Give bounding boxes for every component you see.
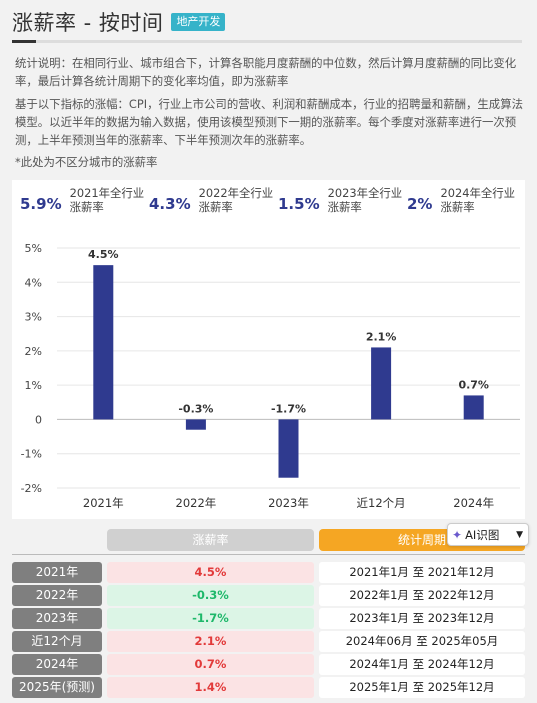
table-divider — [12, 554, 525, 555]
x-tick-label: 2023年 — [268, 496, 309, 510]
chevron-down-icon: ▼ — [516, 529, 523, 540]
table-row: 近12个月 2.1% 2024年06月 至 2025年05月 — [12, 631, 525, 652]
ai-recognize-button[interactable]: ✦ AI识图 ▼ — [447, 523, 529, 546]
bar — [185, 419, 206, 430]
summary-item: 5.9% 2021年全行业 涨薪率 — [20, 186, 144, 226]
row-rate: 4.5% — [107, 562, 314, 583]
row-year: 近12个月 — [12, 631, 102, 652]
row-period: 2024年06月 至 2025年05月 — [319, 631, 525, 652]
data-label: 2.1% — [366, 330, 397, 343]
row-rate: -1.7% — [107, 608, 314, 629]
data-label: 4.5% — [88, 248, 119, 261]
summary-item: 4.3% 2022年全行业 涨薪率 — [149, 186, 273, 226]
table-row: 2023年 -1.7% 2023年1月 至 2023年12月 — [12, 608, 525, 629]
row-year: 2023年 — [12, 608, 102, 629]
row-year: 2022年 — [12, 585, 102, 606]
bar — [371, 347, 392, 420]
bar — [93, 265, 114, 420]
summary-label: 2024年全行业 — [440, 186, 516, 200]
summary-label: 涨薪率 — [69, 200, 104, 214]
row-rate: 2.1% — [107, 631, 314, 652]
bar — [463, 395, 484, 420]
row-year: 2021年 — [12, 562, 102, 583]
row-rate: 0.7% — [107, 654, 314, 675]
x-tick-label: 2022年 — [176, 496, 217, 510]
summary-value: 4.3% — [149, 195, 191, 213]
sparkle-icon: ✦ — [452, 527, 463, 542]
y-tick-label: 5% — [25, 242, 42, 255]
table-row: 2022年 -0.3% 2022年1月 至 2022年12月 — [12, 585, 525, 606]
title-underline-active — [12, 40, 36, 43]
y-tick-label: 1% — [25, 379, 42, 392]
summary-label: 涨薪率 — [198, 200, 233, 214]
row-rate: -0.3% — [107, 585, 314, 606]
row-year: 2025年(预测) — [12, 677, 102, 698]
title-underline — [12, 40, 522, 43]
x-tick-label: 2021年 — [83, 496, 124, 510]
row-period: 2025年1月 至 2025年12月 — [319, 677, 525, 698]
row-year: 2024年 — [12, 654, 102, 675]
methodology-text: 基于以下指标的涨幅：CPI，行业上市公司的营收、利润和薪酬成本，行业的招聘量和薪… — [15, 97, 523, 147]
summary-label: 涨薪率 — [327, 200, 362, 214]
industry-tag[interactable]: 地产开发 — [171, 13, 226, 31]
table-row: 2024年 0.7% 2024年1月 至 2024年12月 — [12, 654, 525, 675]
row-period: 2022年1月 至 2022年12月 — [319, 585, 525, 606]
data-label: 0.7% — [458, 378, 489, 391]
y-tick-label: 4% — [25, 276, 42, 289]
column-header-rate: 涨薪率 — [107, 529, 314, 551]
x-tick-label: 2024年 — [453, 496, 494, 510]
ai-button-label: AI识图 — [465, 527, 500, 542]
summary-value: 1.5% — [278, 195, 320, 213]
summary-item: 2% 2024年全行业 涨薪率 — [407, 186, 515, 226]
bar — [278, 419, 299, 478]
table-row: 2021年 4.5% 2021年1月 至 2021年12月 — [12, 562, 525, 583]
data-label: -1.7% — [271, 402, 306, 415]
page-header: 涨薪率 - 按时间 地产开发 — [12, 6, 525, 38]
summary-value: 2% — [407, 195, 433, 213]
row-period: 2023年1月 至 2023年12月 — [319, 608, 525, 629]
y-tick-label: -2% — [21, 482, 42, 495]
row-period: 2021年1月 至 2021年12月 — [319, 562, 525, 583]
x-tick-label: 近12个月 — [357, 496, 406, 510]
salary-growth-bar-chart: 5% 4% 3% 2% 1% 0 -1% -2% 4.5% 2021年 -0.3% 2022年 -1.7… — [21, 242, 520, 510]
row-rate: 1.4% — [107, 677, 314, 698]
summary-item: 1.5% 2023年全行业 涨薪率 — [278, 186, 402, 226]
summary-label: 2021年全行业 — [69, 186, 145, 200]
y-tick-label: 3% — [25, 311, 42, 324]
note-text: *此处为不区分城市的涨薪率 — [15, 155, 158, 169]
table-row: 2025年(预测) 1.4% 2025年1月 至 2025年12月 — [12, 677, 525, 698]
page-title: 涨薪率 - 按时间 — [12, 11, 164, 35]
description-text: 统计说明：在相同行业、城市组合下，计算各职能月度薪酬的中位数，然后计算月度薪酬的… — [15, 56, 517, 88]
summary-label: 2022年全行业 — [198, 186, 274, 200]
summary-value: 5.9% — [20, 195, 62, 213]
y-tick-label: 0 — [35, 413, 42, 426]
data-label: -0.3% — [178, 402, 213, 415]
y-tick-label: -1% — [21, 448, 42, 461]
y-tick-label: 2% — [25, 345, 42, 358]
row-period: 2024年1月 至 2024年12月 — [319, 654, 525, 675]
summary-label: 2023年全行业 — [327, 186, 403, 200]
summary-label: 涨薪率 — [440, 200, 475, 214]
